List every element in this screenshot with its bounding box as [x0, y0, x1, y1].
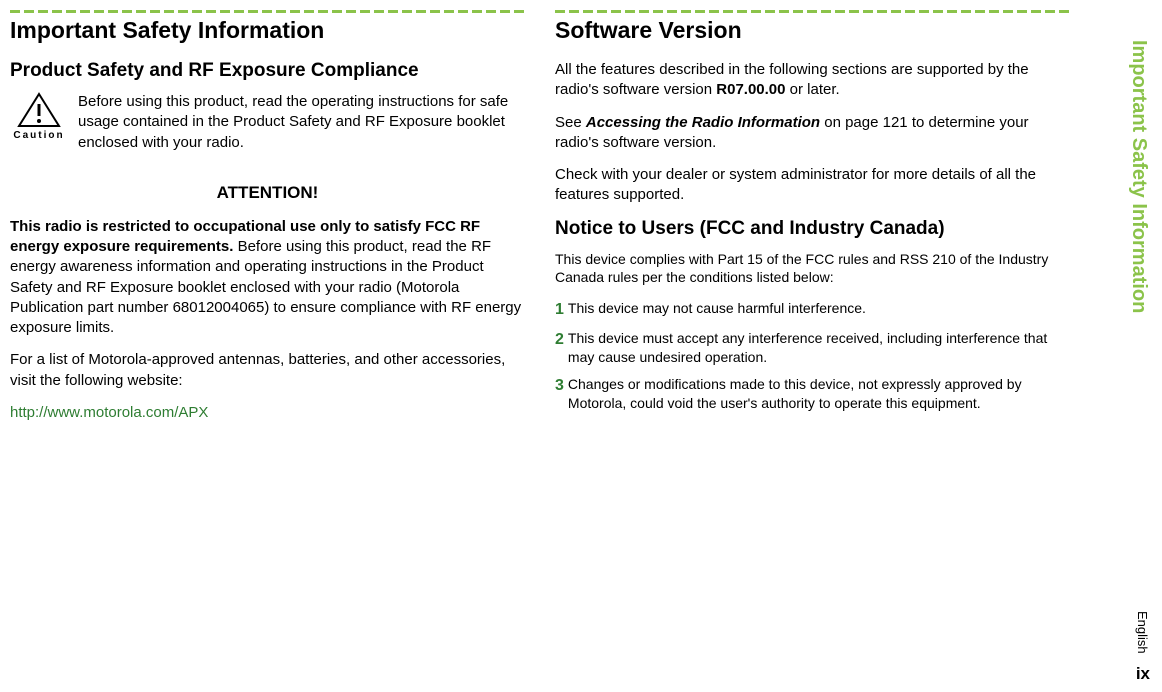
side-language-label: English	[1135, 611, 1150, 654]
list-number: 2	[555, 329, 564, 351]
reference-title: Accessing the Radio Information	[586, 114, 820, 131]
software-paragraph-1: All the features described in the follow…	[555, 60, 1070, 101]
list-item: 2This device must accept any interferenc…	[555, 329, 1070, 367]
section-divider	[555, 10, 1070, 13]
section-title: Software Version	[555, 17, 1070, 44]
attention-paragraph-1: This radio is restricted to occupational…	[10, 217, 525, 339]
page-number: ix	[1136, 664, 1150, 684]
software-paragraph-3: Check with your dealer or system adminis…	[555, 165, 1070, 206]
subheading: Product Safety and RF Exposure Complianc…	[10, 60, 525, 82]
right-column: Software Version All the features descri…	[555, 10, 1070, 435]
attention-paragraph-2: For a list of Motorola-approved antennas…	[10, 350, 525, 391]
website-link[interactable]: http://www.motorola.com/APX	[10, 403, 525, 423]
list-number: 1	[555, 299, 564, 321]
notice-intro: This device complies with Part 15 of the…	[555, 250, 1070, 288]
left-column: Important Safety Information Product Saf…	[10, 10, 525, 435]
subheading: Notice to Users (FCC and Industry Canada…	[555, 218, 1070, 240]
side-section-label: Important Safety Information	[1127, 40, 1150, 313]
page-content: Important Safety Information Product Saf…	[10, 10, 1070, 435]
caution-icon-container: Caution	[10, 92, 68, 141]
fcc-list: 1This device may not cause harmful inter…	[555, 299, 1070, 412]
caution-block: Caution Before using this product, read …	[10, 92, 525, 153]
software-paragraph-2: See Accessing the Radio Information on p…	[555, 113, 1070, 154]
warning-triangle-icon	[17, 92, 61, 128]
caution-text: Before using this product, read the oper…	[68, 92, 525, 153]
list-text: This device may not cause harmful interf…	[568, 299, 866, 318]
list-item: 1This device may not cause harmful inter…	[555, 299, 1070, 321]
paragraph-text: See	[555, 114, 586, 131]
paragraph-text: or later.	[786, 81, 840, 98]
section-divider	[10, 10, 525, 13]
section-title: Important Safety Information	[10, 17, 525, 44]
version-number: R07.00.00	[716, 81, 785, 98]
attention-heading: ATTENTION!	[10, 183, 525, 203]
list-number: 3	[555, 375, 564, 397]
list-text: Changes or modifications made to this de…	[568, 375, 1070, 413]
list-text: This device must accept any interference…	[568, 329, 1070, 367]
caution-label: Caution	[10, 130, 68, 141]
list-item: 3Changes or modifications made to this d…	[555, 375, 1070, 413]
